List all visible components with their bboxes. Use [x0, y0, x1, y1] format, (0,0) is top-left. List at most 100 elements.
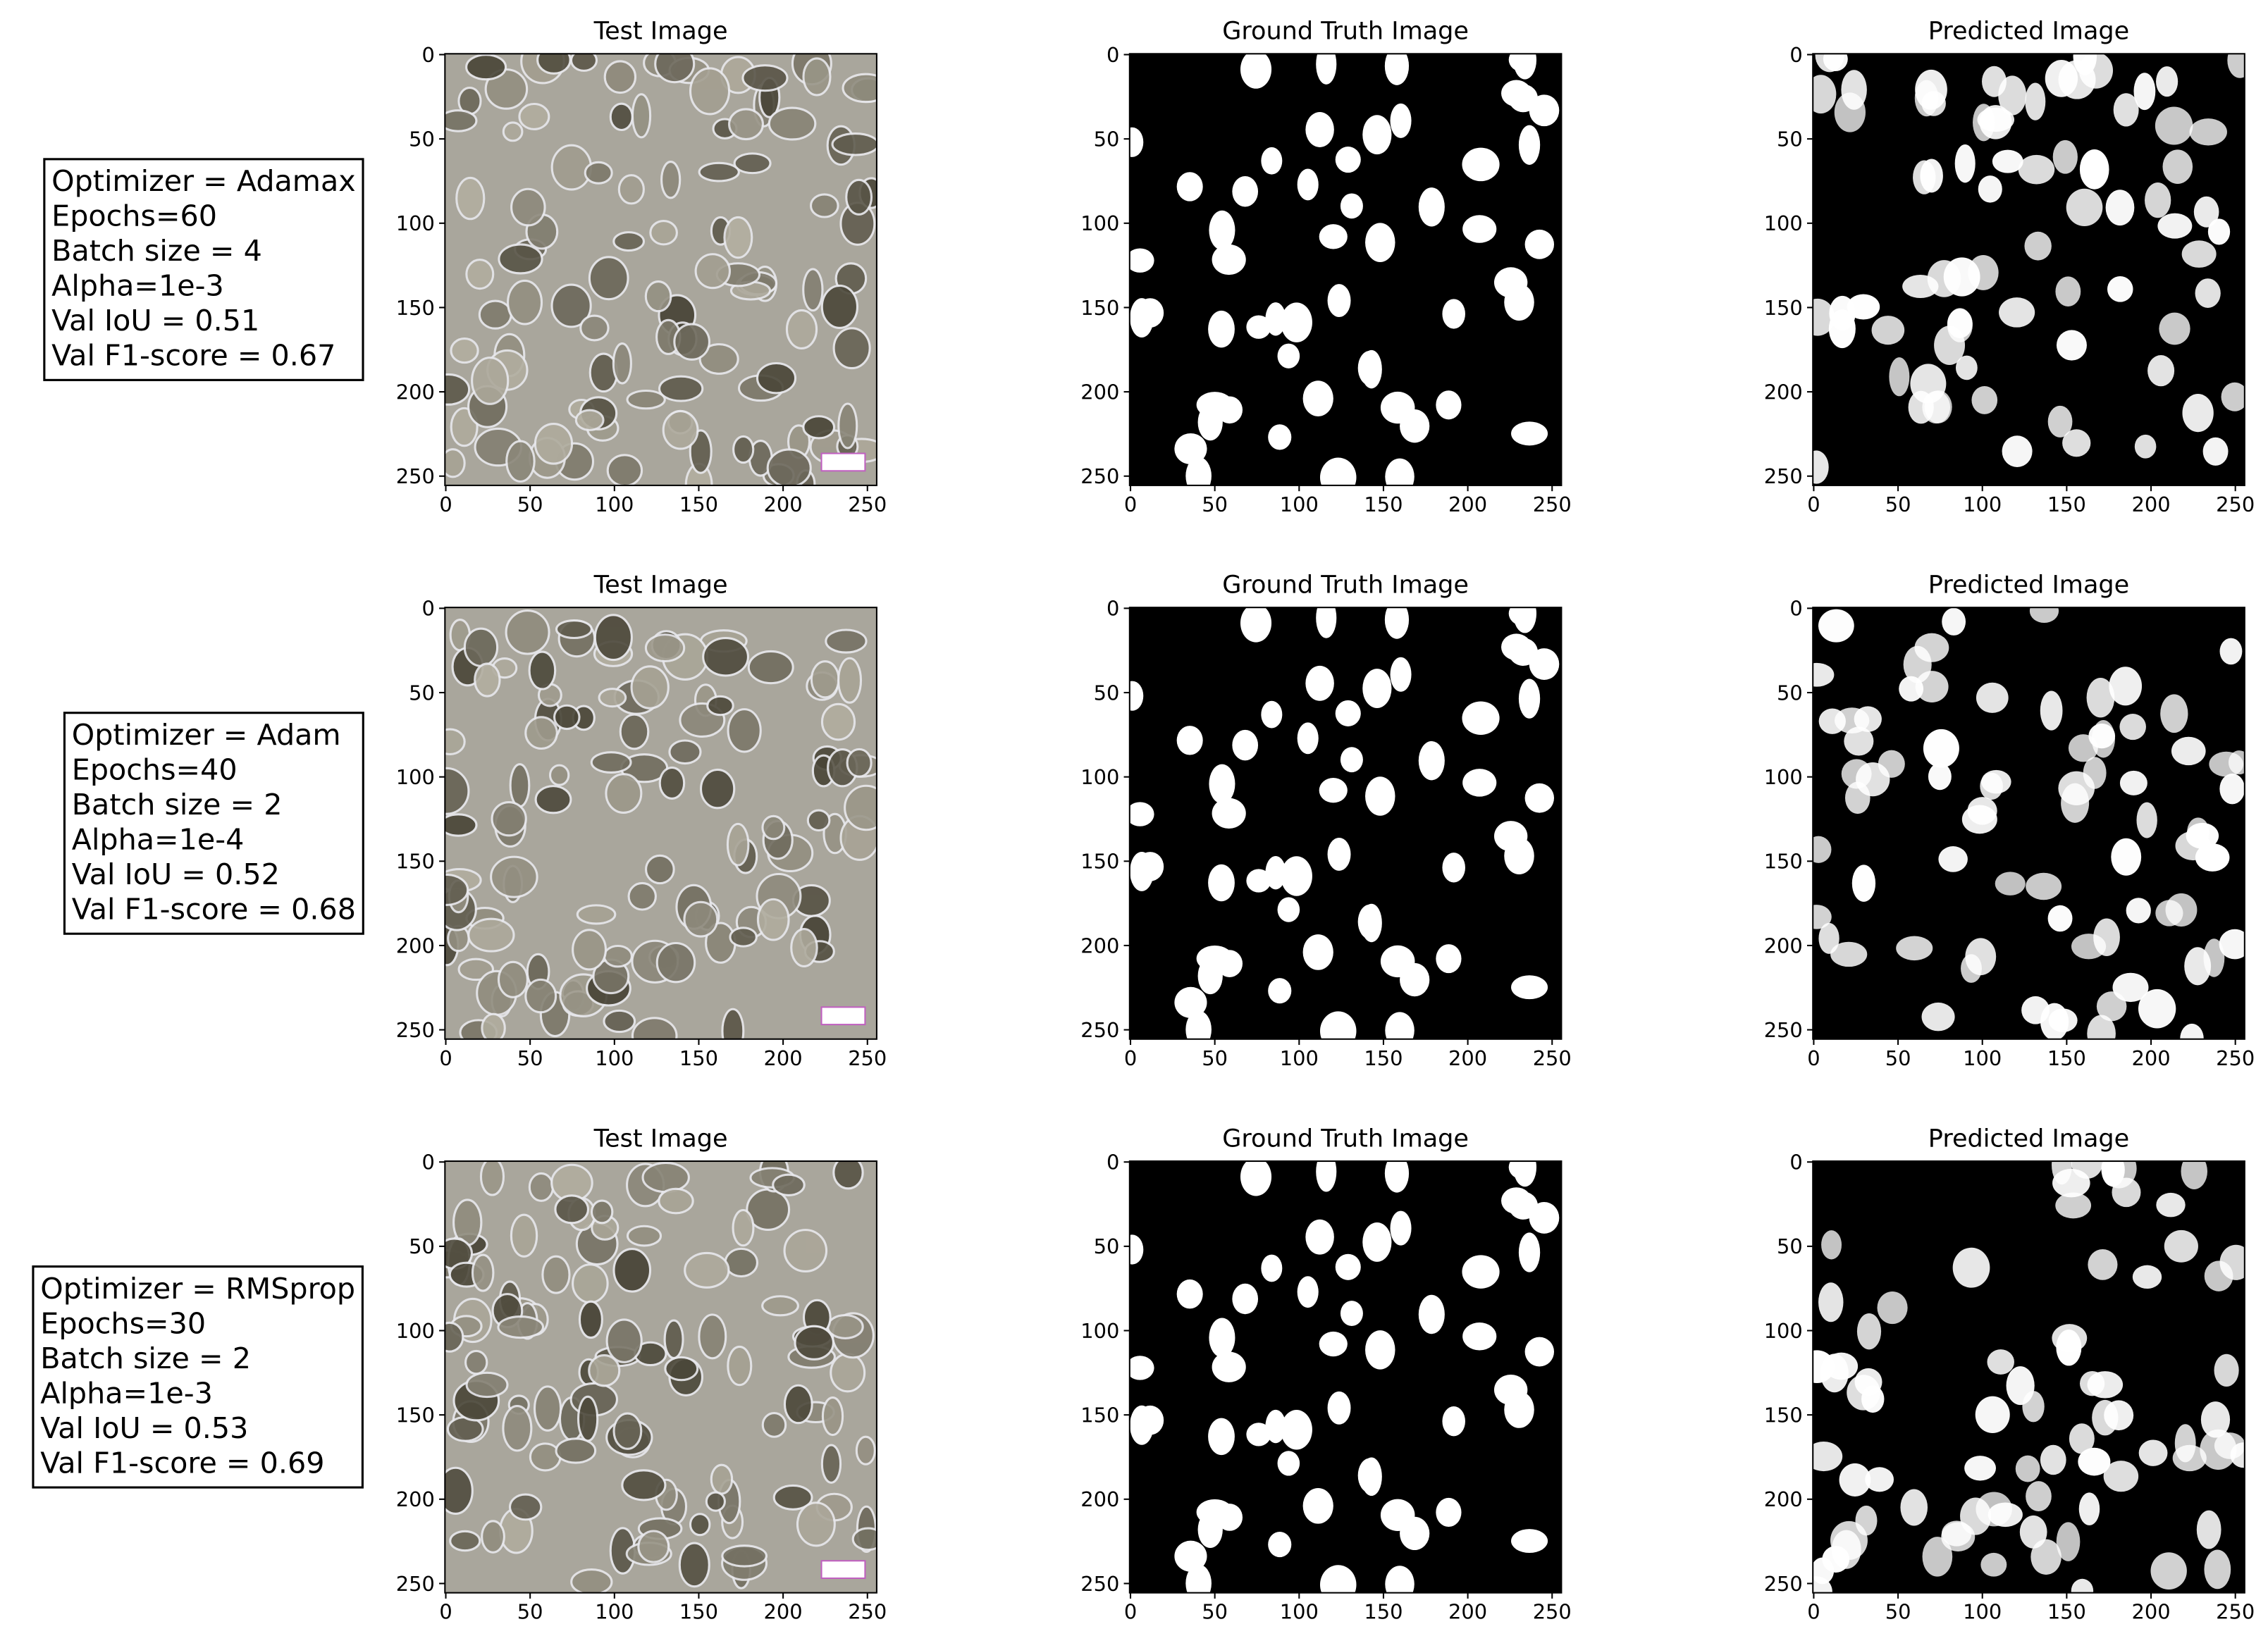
- crystal: [474, 662, 501, 698]
- blob: [2204, 1260, 2233, 1291]
- y-tick-label: 0: [1107, 1151, 1119, 1175]
- crystal: [455, 176, 486, 221]
- blob: [2219, 929, 2245, 960]
- blob: [2150, 1552, 2187, 1590]
- crystal: [766, 448, 812, 485]
- blob: [1928, 762, 1952, 791]
- crystal: [445, 448, 466, 478]
- crystal: [550, 144, 593, 191]
- blob: [1357, 1458, 1382, 1493]
- blob: [1508, 607, 1536, 626]
- blob: [2111, 838, 2142, 876]
- crystal: [570, 1568, 613, 1593]
- blob: [1418, 187, 1445, 227]
- blob: [2155, 106, 2193, 145]
- panel-title: Test Image: [593, 17, 728, 46]
- blob: [2052, 1168, 2090, 1198]
- x-tick-label: 250: [848, 1046, 887, 1070]
- image-background: [1813, 607, 2245, 1039]
- blob: [1813, 836, 1832, 863]
- scale-bar: [820, 1006, 866, 1026]
- blob: [1232, 729, 1259, 761]
- image: [445, 607, 877, 1039]
- axes-frame: [1812, 53, 2245, 486]
- y-tick-label: 100: [1080, 211, 1119, 235]
- blob: [2069, 1423, 2095, 1454]
- crystal: [572, 929, 608, 971]
- blob: [2138, 1439, 2168, 1466]
- blob: [2093, 918, 2120, 957]
- crystal: [830, 1353, 866, 1393]
- x-tick-label: 250: [1533, 1600, 1572, 1624]
- crystal: [832, 327, 871, 370]
- blob: [2052, 140, 2078, 174]
- blob: [1335, 1253, 1361, 1280]
- blob: [1813, 1442, 1843, 1472]
- y-tick-label: 100: [396, 211, 435, 235]
- crystal: [590, 751, 632, 774]
- x-tick-label: 250: [2216, 492, 2255, 516]
- blob: [1971, 385, 1998, 414]
- blob: [1813, 75, 1837, 114]
- blob: [2024, 231, 2052, 261]
- y-tick-label: 150: [1080, 296, 1119, 320]
- crystal: [471, 357, 510, 405]
- x-tick-label: 150: [1364, 1600, 1403, 1624]
- blob: [1185, 1010, 1212, 1039]
- crystal: [660, 161, 682, 199]
- crystal: [820, 1444, 842, 1484]
- blob: [1385, 1012, 1415, 1039]
- crystal: [702, 637, 749, 677]
- x-tick-label: 0: [1807, 1046, 1820, 1070]
- crystal: [820, 702, 856, 741]
- blob: [1268, 978, 1292, 1004]
- blob: [1240, 54, 1272, 89]
- crystal: [729, 927, 758, 948]
- blob: [1277, 897, 1300, 922]
- blob: [1136, 852, 1164, 881]
- y-tick-label: 150: [396, 296, 435, 320]
- x-tick-label: 200: [1448, 1046, 1487, 1070]
- blob: [2174, 1424, 2196, 1463]
- blob: [2015, 1455, 2040, 1482]
- axes-frame: [1812, 1160, 2245, 1594]
- blob: [1982, 66, 2007, 97]
- blob: [2180, 1023, 2204, 1039]
- blob: [1362, 1222, 1392, 1262]
- scale-bar: [820, 1560, 866, 1580]
- crystal: [445, 373, 471, 406]
- blob: [1261, 1254, 1283, 1282]
- crystal: [498, 243, 543, 275]
- crystal: [505, 609, 550, 655]
- blob: [1281, 856, 1312, 896]
- settings-line: Batch size = 4: [51, 234, 262, 268]
- blob: [1511, 975, 1548, 1000]
- y-tick-label: 0: [422, 1151, 435, 1175]
- blob: [2202, 437, 2229, 466]
- crystal: [761, 814, 786, 841]
- blob: [2119, 770, 2147, 795]
- y-tick-label: 100: [1764, 765, 1803, 789]
- crystal: [467, 917, 515, 953]
- y-tick-label: 100: [1764, 211, 1803, 235]
- crystal: [844, 784, 877, 831]
- x-tick-label: 100: [1963, 1046, 2002, 1070]
- blob: [1839, 1463, 1871, 1497]
- blob: [1365, 223, 1395, 262]
- blob: [1384, 54, 1410, 85]
- blob: [1316, 607, 1337, 638]
- image: [1813, 1161, 2245, 1593]
- crystal: [806, 809, 831, 832]
- blob: [1896, 936, 1933, 961]
- blob: [1365, 776, 1395, 816]
- blob: [1524, 783, 1555, 813]
- blob: [1240, 607, 1272, 643]
- crystal: [831, 132, 877, 156]
- x-tick-label: 150: [679, 1600, 718, 1624]
- blob: [2195, 278, 2221, 309]
- blob: [2196, 1510, 2221, 1549]
- axes-frame: [1812, 607, 2245, 1040]
- blob: [2104, 1400, 2134, 1431]
